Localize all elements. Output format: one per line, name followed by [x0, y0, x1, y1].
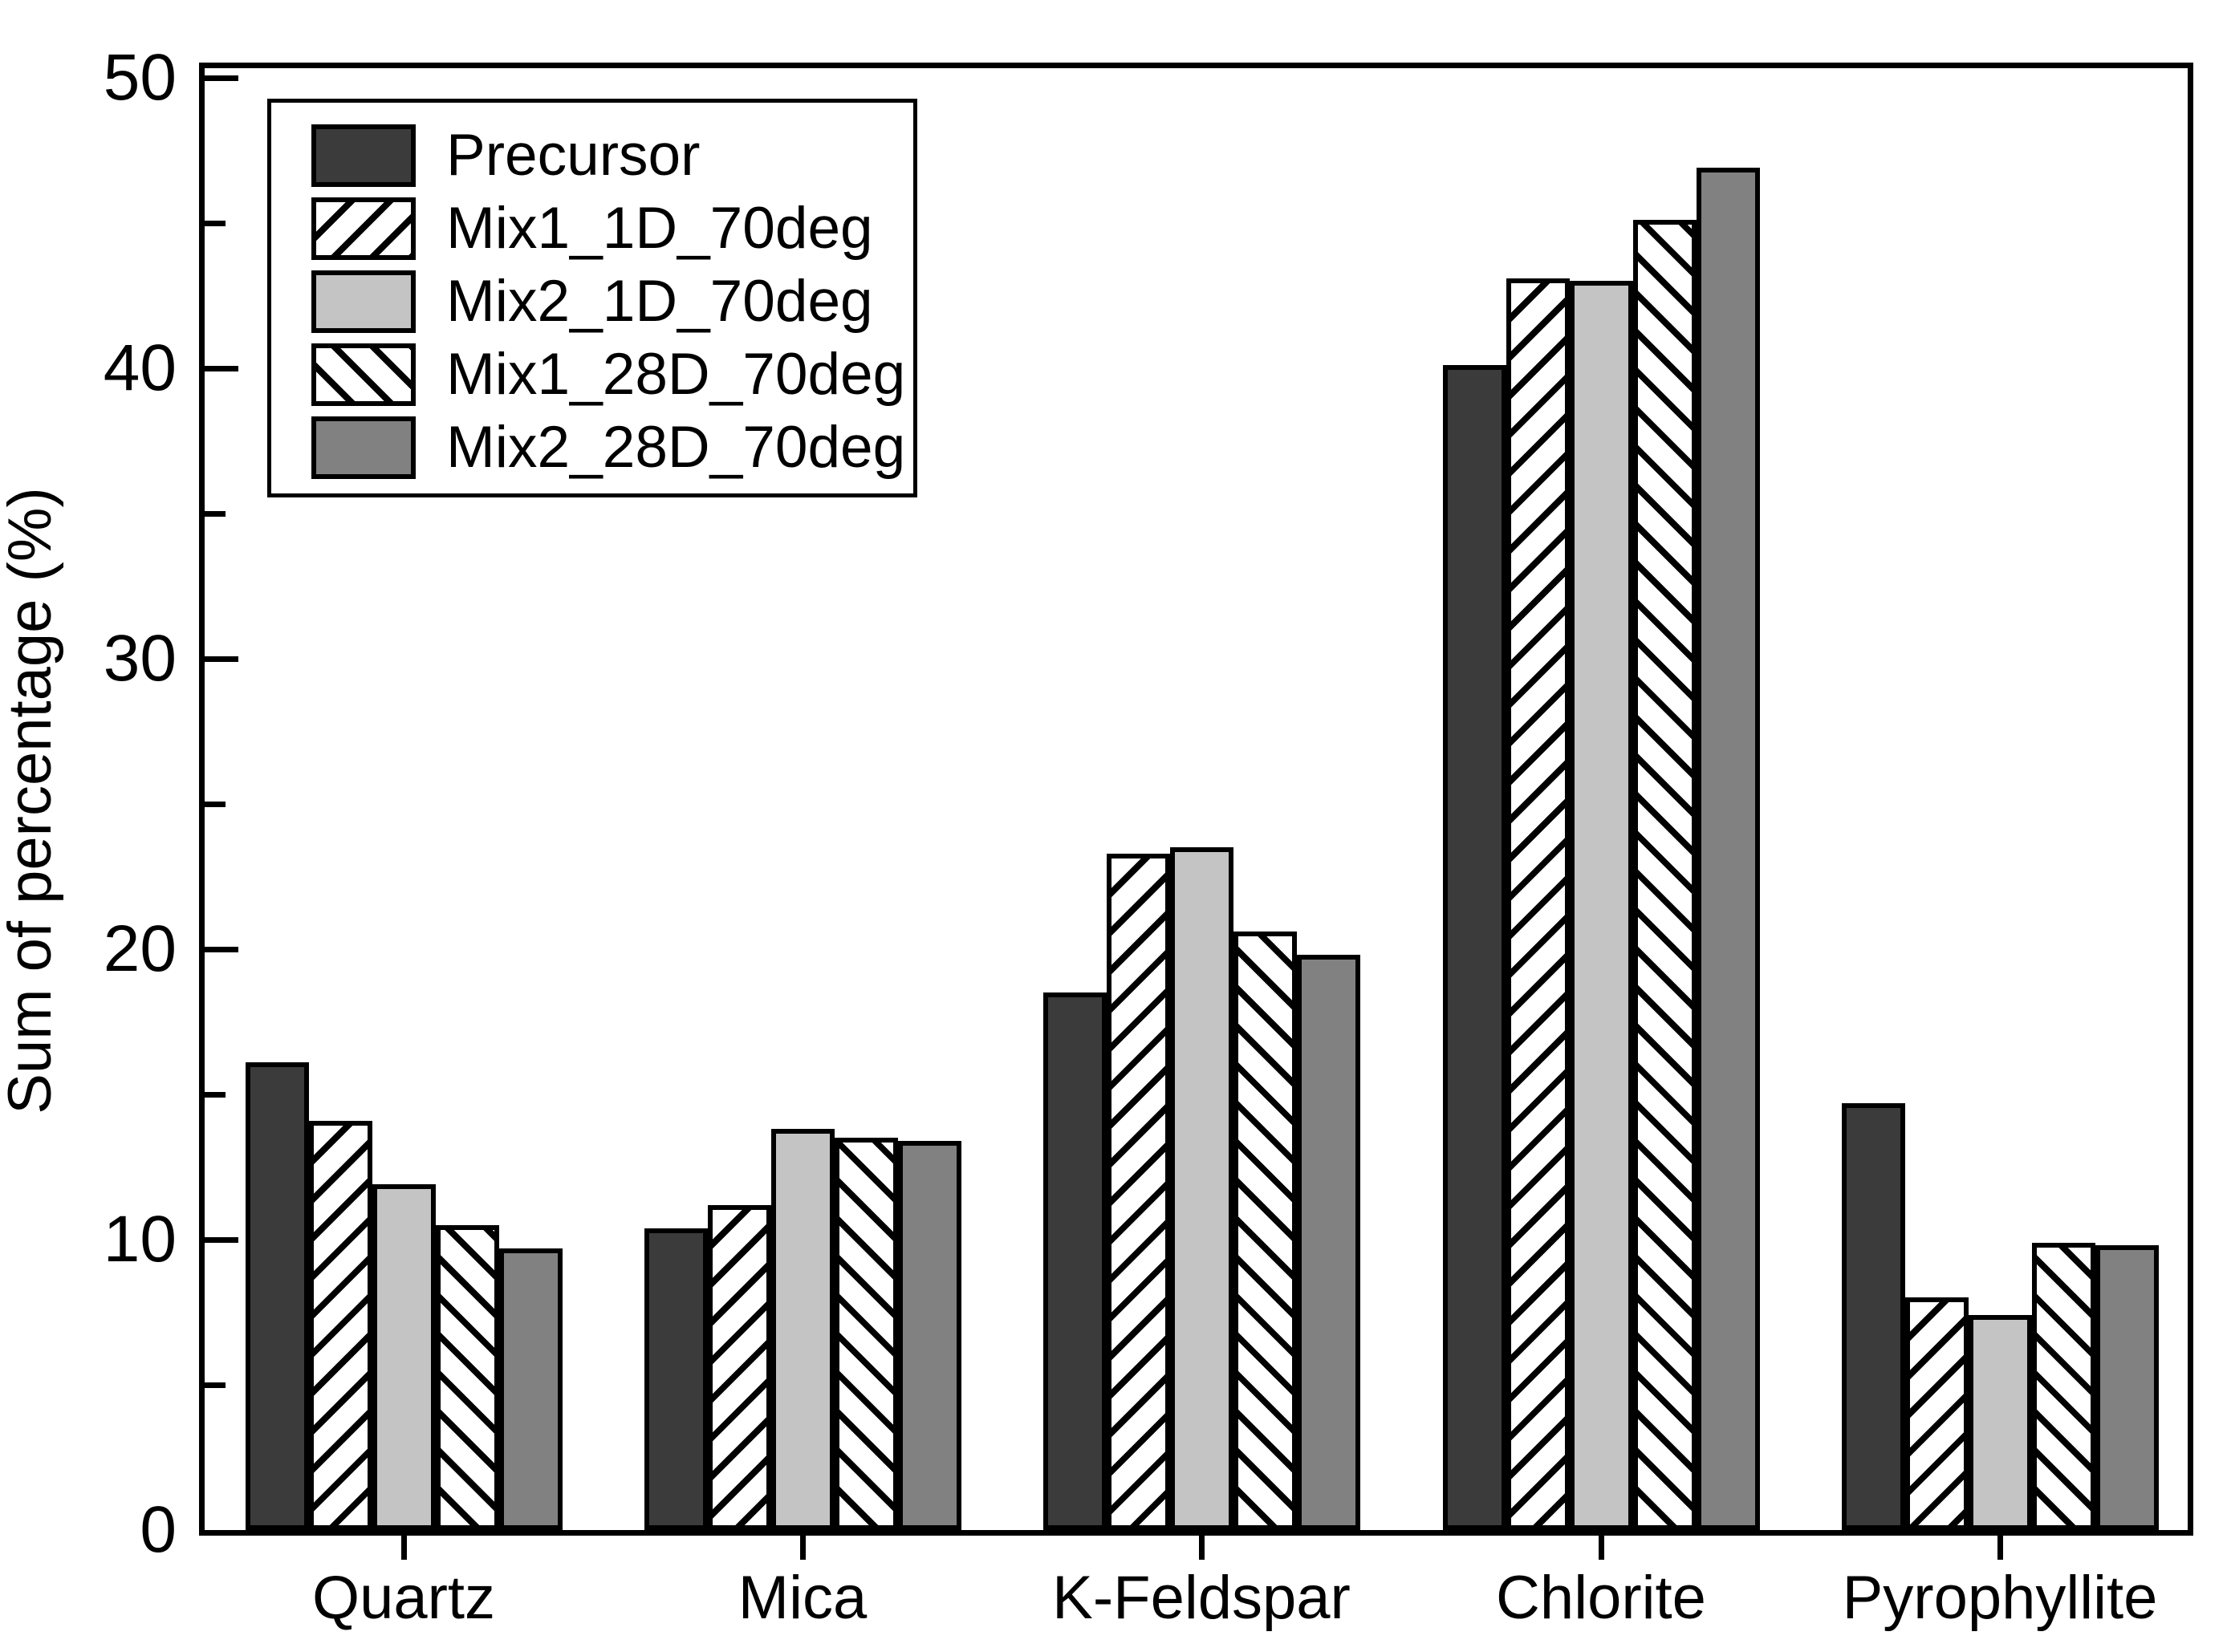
bar-group-mica [644, 68, 961, 1530]
y-axis-minor-tick [205, 1382, 226, 1388]
bar-pyrophyllite-mix1_28d_70deg [2031, 1242, 2095, 1530]
plot-area [199, 63, 2193, 1536]
bar-chlorite-precursor [1442, 365, 1506, 1530]
legend-swatch-precursor [311, 124, 416, 187]
y-axis-minor-tick [205, 220, 226, 226]
bar-k-feldspar-mix1_28d_70deg [1233, 932, 1297, 1530]
legend-label-mix2_28d_70deg: Mix2_28D_70deg [446, 414, 906, 480]
y-tick-label-50: 50 [103, 41, 177, 114]
bar-mica-mix2_28d_70deg [897, 1140, 961, 1530]
y-axis-major-tick [205, 656, 238, 662]
legend-swatch-mix2_28d_70deg [311, 416, 416, 479]
y-tick-label-0: 0 [140, 1493, 177, 1566]
y-axis-major-tick [205, 365, 238, 371]
bar-quartz-precursor [245, 1062, 309, 1530]
x-category-label-chlorite: Chlorite [1496, 1564, 1706, 1632]
y-tick-label-10: 10 [103, 1203, 177, 1276]
x-axis-tick-k-feldspar [1198, 1536, 1205, 1560]
bar-mica-mix2_1d_70deg [770, 1129, 835, 1530]
bar-k-feldspar-mix2_1d_70deg [1169, 847, 1233, 1530]
y-axis-major-tick [205, 1236, 238, 1243]
y-tick-label-20: 20 [103, 912, 177, 985]
legend: Precursor Mix1_1D_70deg Mix2_1D_70deg Mix1_… [267, 99, 917, 497]
x-axis-tick-pyrophyllite [1997, 1536, 2003, 1560]
x-category-label-quartz: Quartz [311, 1564, 496, 1632]
bar-quartz-mix1_1d_70deg [308, 1120, 372, 1530]
bar-group-quartz [245, 68, 563, 1530]
bar-group-pyrophyllite [1841, 68, 2159, 1530]
bar-quartz-mix2_28d_70deg [498, 1248, 563, 1530]
y-tick-label-30: 30 [103, 622, 177, 695]
bar-pyrophyllite-mix1_1d_70deg [1904, 1297, 1969, 1530]
bar-chlorite-mix2_28d_70deg [1696, 168, 1760, 1530]
bar-mica-mix1_28d_70deg [834, 1138, 898, 1530]
x-axis-tick-chlorite [1598, 1536, 1604, 1560]
bar-chlorite-mix1_1d_70deg [1506, 278, 1570, 1530]
x-axis-tick-quartz [400, 1536, 407, 1560]
bar-pyrophyllite-mix2_28d_70deg [2095, 1245, 2159, 1530]
bar-mica-mix1_1d_70deg [707, 1204, 771, 1530]
legend-label-mix1_1d_70deg: Mix1_1D_70deg [446, 195, 873, 261]
legend-swatch-mix2_1d_70deg [311, 270, 416, 333]
legend-label-precursor: Precursor [446, 122, 701, 188]
legend-swatch-mix1_28d_70deg [311, 343, 416, 406]
x-axis-tick-mica [799, 1536, 806, 1560]
legend-item-mix2_28d_70deg: Mix2_28D_70deg [311, 411, 913, 484]
x-category-label-k-feldspar: K-Feldspar [1052, 1564, 1351, 1632]
legend-swatch-mix1_1d_70deg [311, 197, 416, 260]
legend-item-mix1_1d_70deg: Mix1_1D_70deg [311, 192, 913, 265]
y-axis-major-tick [205, 946, 238, 952]
x-category-label-mica: Mica [738, 1564, 868, 1632]
y-axis-minor-tick [205, 510, 226, 517]
bar-pyrophyllite-mix2_1d_70deg [1968, 1315, 2032, 1530]
y-axis-major-tick [205, 75, 238, 81]
legend-item-mix1_28d_70deg: Mix1_28D_70deg [311, 338, 913, 411]
y-axis-title: Sum of percentage (%) [0, 487, 64, 1114]
bar-quartz-mix2_1d_70deg [372, 1184, 436, 1530]
legend-label-mix1_28d_70deg: Mix1_28D_70deg [446, 341, 906, 407]
bar-mica-precursor [644, 1228, 708, 1530]
bar-k-feldspar-mix2_28d_70deg [1296, 955, 1360, 1530]
bar-k-feldspar-precursor [1042, 992, 1107, 1530]
legend-item-mix2_1d_70deg: Mix2_1D_70deg [311, 265, 913, 338]
bar-chlorite-mix1_28d_70deg [1632, 220, 1697, 1530]
legend-label-mix2_1d_70deg: Mix2_1D_70deg [446, 268, 873, 334]
bar-chlorite-mix2_1d_70deg [1569, 281, 1633, 1530]
y-axis-minor-tick [205, 801, 226, 807]
bar-quartz-mix1_28d_70deg [435, 1224, 499, 1530]
bar-group-chlorite [1442, 68, 1760, 1530]
x-category-label-pyrophyllite: Pyrophyllite [1842, 1564, 2158, 1632]
legend-item-precursor: Precursor [311, 119, 913, 192]
y-tick-label-40: 40 [103, 331, 177, 404]
bar-group-k-feldspar [1042, 68, 1360, 1530]
y-axis-minor-tick [205, 1091, 226, 1098]
bar-pyrophyllite-precursor [1841, 1102, 1905, 1530]
bar-k-feldspar-mix1_1d_70deg [1106, 853, 1170, 1530]
